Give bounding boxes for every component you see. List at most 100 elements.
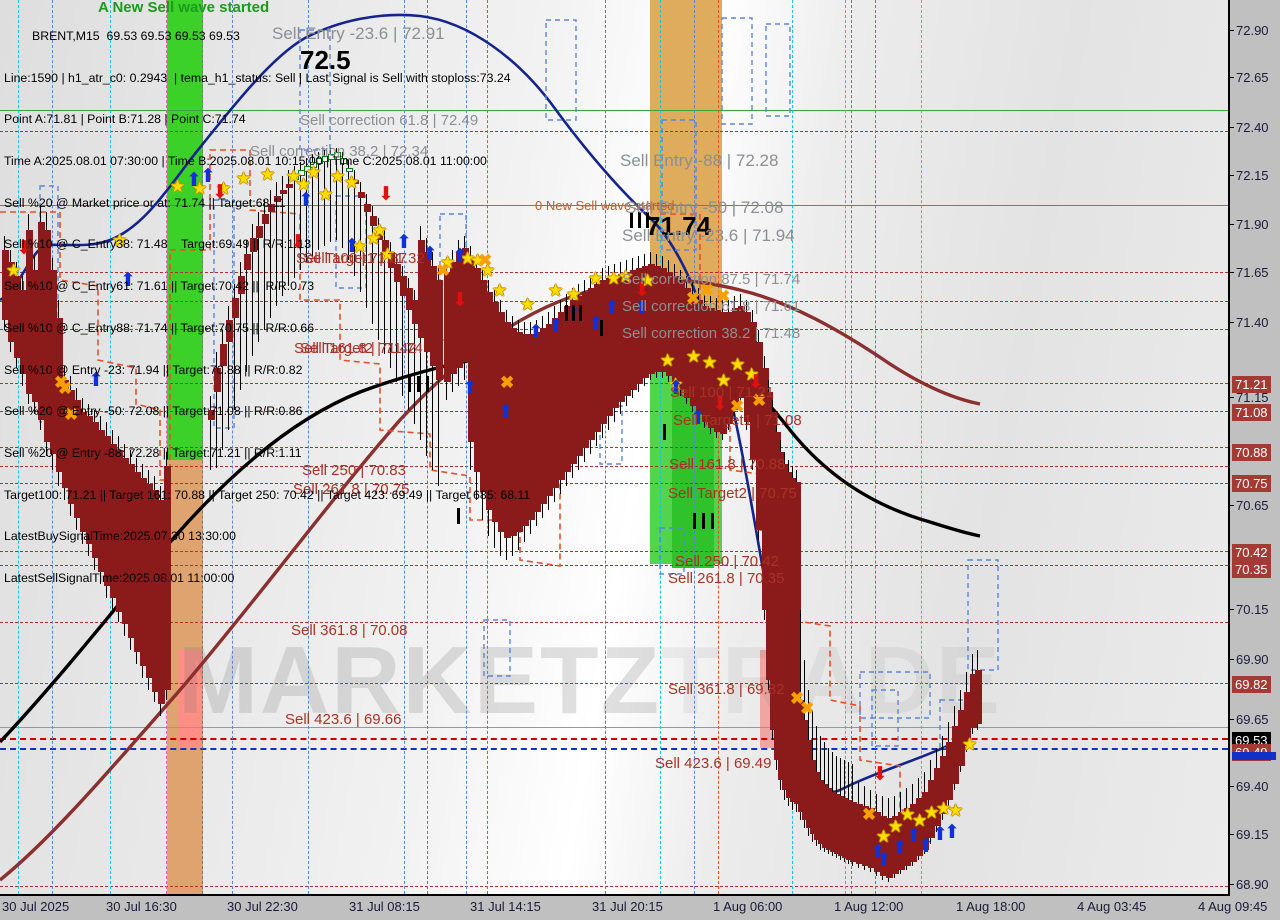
buy-arrow-marker: ⬆ <box>604 298 620 319</box>
buy-arrow-marker: ⬆ <box>422 244 438 265</box>
time-tick-label: 4 Aug 03:45 <box>1077 899 1147 914</box>
time-tick-label: 1 Aug 06:00 <box>713 899 783 914</box>
buy-arrow-marker: ⬆ <box>462 378 478 399</box>
info-line-3: Sell %20 @ Market price or at: 71.74 || … <box>4 195 286 210</box>
signal-star-marker: ★ <box>618 267 634 286</box>
wave-banner: A New Sell wave started <box>98 0 270 16</box>
tick-mark <box>702 513 705 529</box>
price-tick-mark <box>1230 719 1234 720</box>
level-right-sell-261: Sell 261.8 | 70.35 <box>668 570 785 587</box>
time-tick-label: 31 Jul 08:15 <box>349 899 420 914</box>
signal-star-marker: ★ <box>548 281 564 300</box>
cross-marker: ✖ <box>800 699 815 718</box>
level-right-sell-250: Sell 250 | 70.42 <box>675 553 779 570</box>
level-left-target1: Sell Target1 | 71.32 <box>296 250 425 267</box>
signal-star-marker: ★ <box>702 353 718 372</box>
sell-arrow-marker: ⬇ <box>290 232 306 253</box>
time-tick-label: 30 Jul 22:30 <box>227 899 298 914</box>
signal-star-marker: ★ <box>192 179 208 198</box>
grid-line <box>605 0 606 894</box>
signal-star-marker: ★ <box>492 281 508 300</box>
price-tick-mark <box>1230 77 1234 78</box>
signal-star-marker: ★ <box>730 355 746 374</box>
buy-arrow-marker: ⬆ <box>186 170 202 191</box>
price-badge: 70.75 <box>1232 475 1271 492</box>
price-axis[interactable]: 72.90 72.65 72.40 72.15 71.90 71.65 71.40 71.15… <box>1230 0 1280 894</box>
buy-arrow-marker: ⬆ <box>906 826 922 847</box>
signal-star-marker: ★ <box>668 375 684 394</box>
level-left-sell-250: Sell 250 | 70.83 <box>302 462 406 479</box>
tick-mark <box>663 424 666 440</box>
time-tick-label: 1 Aug 12:00 <box>834 899 904 914</box>
level-left-sell-423: Sell 423.6 | 69.66 <box>285 711 402 728</box>
buy-arrow-marker: ⬆ <box>892 838 908 859</box>
cross-marker: ✖ <box>716 287 731 306</box>
grid-line <box>845 0 846 894</box>
price-tick-label: 71.40 <box>1236 315 1269 330</box>
signal-star-marker: ★ <box>480 261 496 280</box>
price-tick-mark <box>1230 175 1234 176</box>
signal-star-marker: ★ <box>296 175 312 194</box>
signal-star-marker: ★ <box>216 179 232 198</box>
cross-marker: ✖ <box>436 261 451 280</box>
time-axis[interactable]: 30 Jul 2025 30 Jul 16:30 30 Jul 22:30 31 Ju… <box>0 896 1280 920</box>
price-badge: 70.88 <box>1232 444 1271 461</box>
buy-arrow-marker: ⬆ <box>548 316 564 337</box>
grid-line <box>921 0 922 894</box>
time-tick-label: 1 Aug 18:00 <box>956 899 1026 914</box>
level-right-sell-161: Sell 161.8 | 70.88 <box>669 456 786 473</box>
signal-star-marker: ★ <box>366 229 382 248</box>
level-left-sell-261: Sell 261.8 | 70.75 <box>293 481 410 498</box>
level-line-grey <box>0 727 1228 728</box>
price-badge: 70.35 <box>1232 561 1271 578</box>
signal-star-marker: ★ <box>318 185 334 204</box>
level-right-sell-423: Sell 423.6 | 69.49 <box>655 755 772 772</box>
tick-mark <box>565 305 568 321</box>
info-line-6: Sell %10 @ C_Entry88: 71.74 || Target:70… <box>4 320 315 335</box>
level-right-target2: Sell Target2 | 70.75 <box>668 485 797 502</box>
price-tick-mark <box>1230 397 1234 398</box>
correction-label-61-8-72-49: Sell correction 61.8 | 72.49 <box>300 112 479 129</box>
sell-arrow-marker: ⬇ <box>212 182 228 203</box>
sell-arrow-marker: ⬇ <box>712 394 728 415</box>
signal-star-marker: ★ <box>260 165 276 184</box>
signal-star-marker: ★ <box>686 347 702 366</box>
signal-star-marker: ★ <box>924 803 940 822</box>
signal-star-marker: ★ <box>286 167 302 186</box>
signal-star-marker: ★ <box>344 173 360 192</box>
price-tick-label: 71.65 <box>1236 265 1269 280</box>
price-tick-label: 72.15 <box>1236 168 1269 183</box>
sell-arrow-marker: ⬇ <box>872 764 888 785</box>
chart-plot-area[interactable]: MARKETZTRADE <box>0 0 1230 896</box>
price-tick-mark <box>1230 884 1234 885</box>
signal-star-marker: ★ <box>352 237 368 256</box>
level-line <box>0 622 1228 623</box>
price-tick-label: 70.65 <box>1236 498 1269 513</box>
new-wave-label: 0 New Sell wave started <box>535 198 675 213</box>
price-badge: 71.08 <box>1232 404 1271 421</box>
level-left-target2: Sell Target2 | 71.74 <box>294 340 423 357</box>
sell-arrow-marker: ⬇ <box>452 290 468 311</box>
entry-label-50: Sell Entry -50 | 72.08 <box>625 198 784 217</box>
cross-marker: ✖ <box>64 405 79 424</box>
buy-arrow-marker: ⬆ <box>876 850 892 871</box>
buy-arrow-marker: ⬆ <box>200 166 216 187</box>
signal-star-marker: ★ <box>440 253 456 272</box>
buy-arrow-marker: ⬆ <box>298 190 314 211</box>
info-line-10: Target100: 71.21 || Target 161: 70.88 ||… <box>4 487 531 502</box>
price-tick-label: 68.90 <box>1236 877 1269 892</box>
big-price-2: 72.5 <box>300 45 351 75</box>
buy-arrow-marker: ⬆ <box>120 270 136 291</box>
entry-label-23: Sell Entry -23.6 | 71.94 <box>622 226 795 245</box>
level-left-sell-161: Sell 161.8 | 71.42 <box>300 340 417 357</box>
info-line-7: Sell %10 @ Entry -23: 71.94 || Target:70… <box>4 362 303 377</box>
buy-arrow-marker: ⬆ <box>588 314 604 335</box>
price-tick-mark <box>1230 322 1234 323</box>
price-tick-label: 72.90 <box>1236 23 1269 38</box>
tick-mark <box>646 212 649 228</box>
buy-arrow-marker: ⬆ <box>396 232 412 253</box>
signal-star-marker: ★ <box>380 245 396 264</box>
signal-star-marker: ★ <box>660 351 676 370</box>
price-tick-mark <box>1230 659 1234 660</box>
